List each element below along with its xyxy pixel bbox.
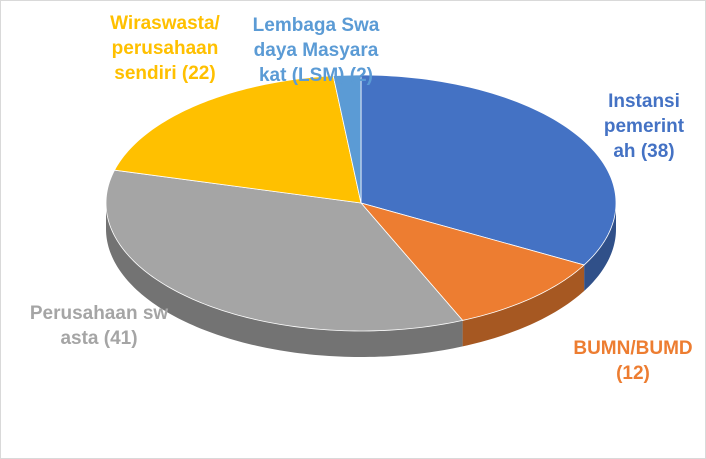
value-label: (12)	[616, 363, 650, 384]
value-label: (38)	[640, 141, 675, 162]
slice	[360, 74, 617, 266]
data-label: Lembaga Swadaya Masyarakat (LSM) (2)	[251, 13, 381, 88]
slice-side	[106, 203, 463, 357]
slice-side	[462, 264, 585, 347]
slice	[359, 202, 585, 321]
slice	[105, 169, 464, 332]
slice-side	[584, 203, 616, 291]
value-label: (2)	[349, 65, 373, 86]
data-label: Perusahaan swasta (41)	[29, 301, 169, 351]
value-label: (22)	[181, 63, 216, 84]
category-name: Lembaga Swadaya Masyarakat (LSM)	[252, 15, 380, 86]
slice	[113, 75, 362, 204]
category-name: Instansi pemerintah	[603, 91, 685, 162]
data-label: Instansi pemerintah (38)	[601, 89, 687, 164]
category-name: Wiraswasta/perusahaan sendiri	[110, 13, 220, 84]
slice	[332, 74, 362, 204]
data-label: Wiraswasta/perusahaan sendiri (22)	[109, 11, 221, 86]
category-name: Perusahaan swasta	[29, 303, 169, 349]
value-label: (41)	[103, 328, 138, 349]
data-label: BUMN/BUMD (12)	[573, 336, 693, 386]
category-name: BUMN/BUMD	[573, 338, 693, 359]
